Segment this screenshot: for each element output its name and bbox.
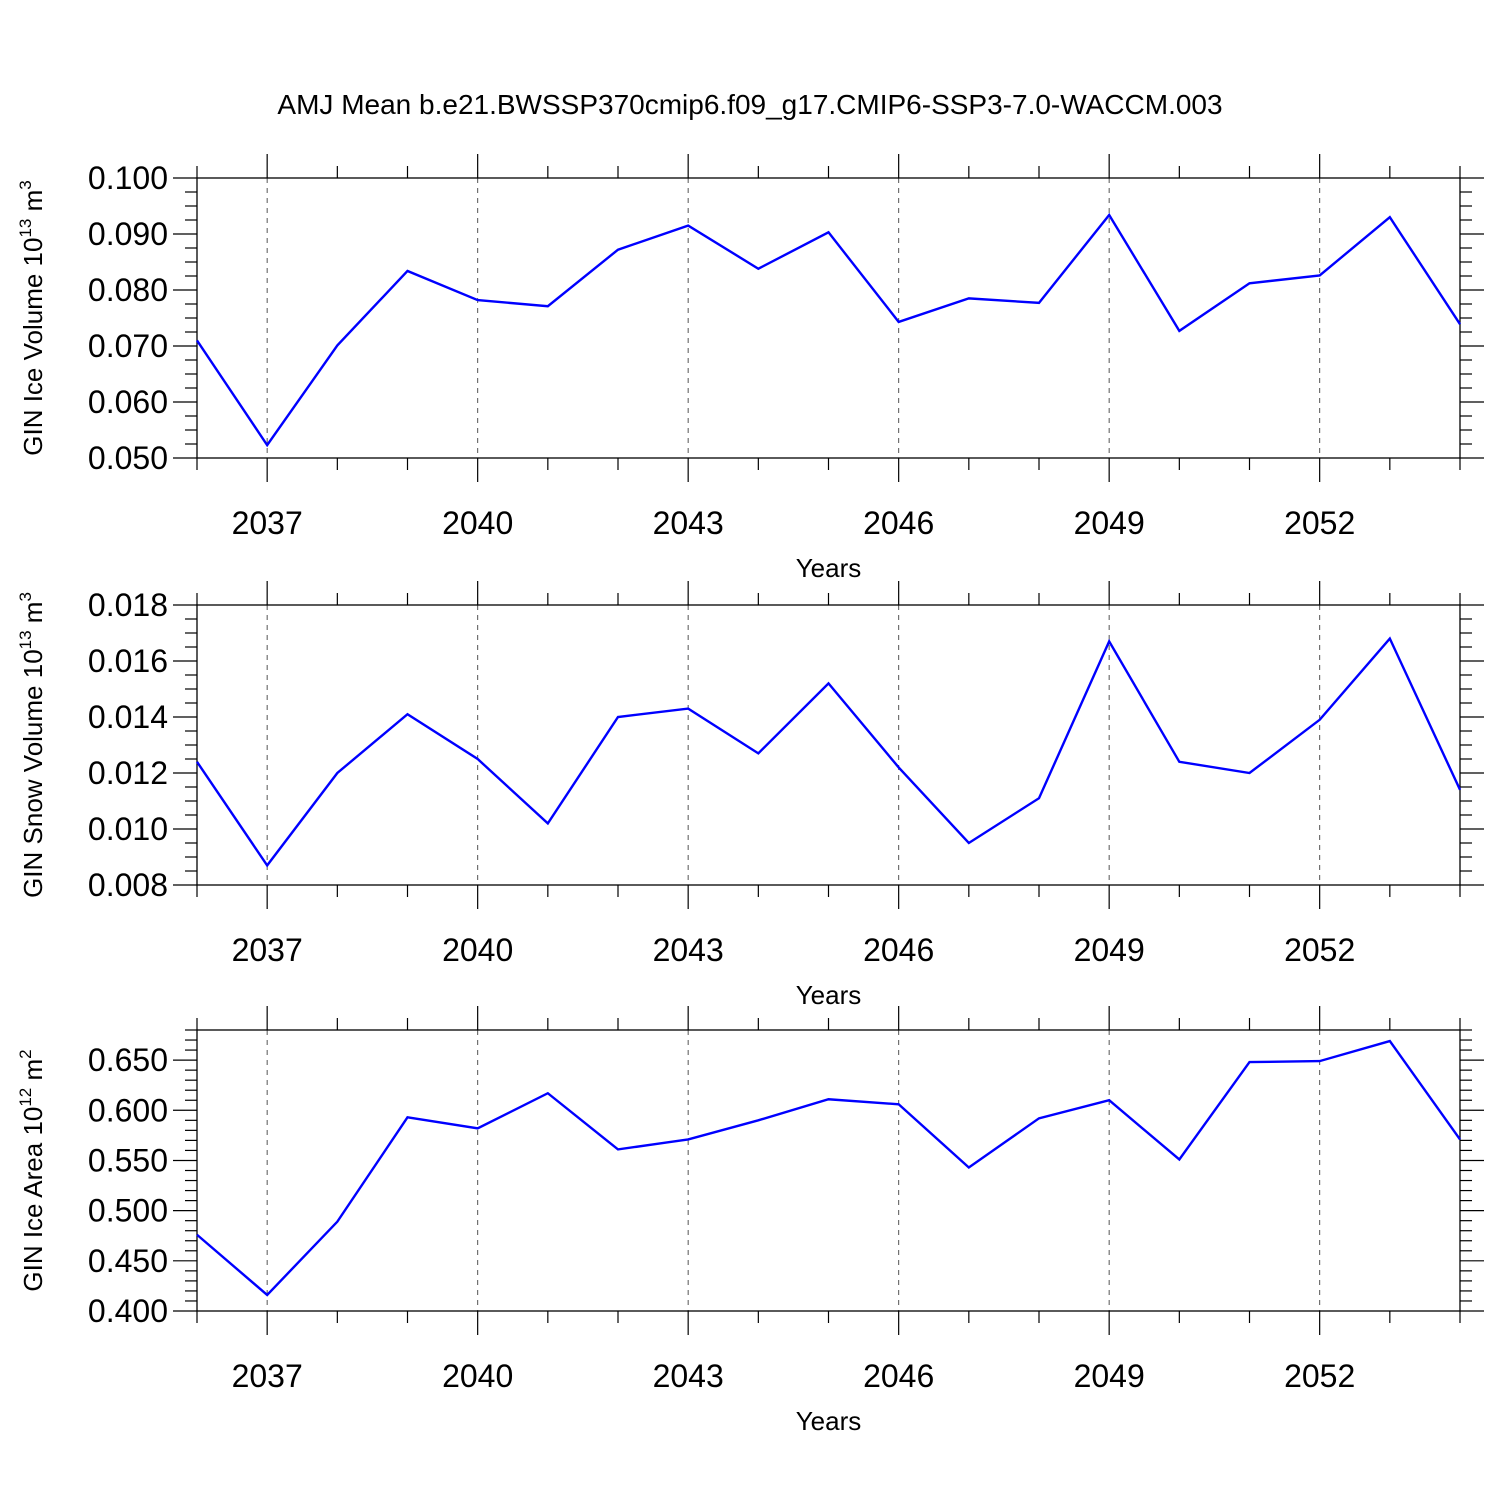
x-axis-label: Years [796,553,862,583]
series-line-1 [196,212,1462,448]
x-tick-label: 2040 [442,932,513,968]
y-axis-label-exponent: 12 [16,1088,35,1107]
y-tick-label: 0.018 [88,587,168,623]
x-tick-label: 2052 [1284,1358,1355,1394]
y-axis-label: GIN Ice Area 1012 m2 [16,1049,48,1291]
chart-panel-2: 0.008 0.010 0.012 0.014 0.016 0.018 2037 2040 20… [16,581,1484,1010]
y-tick-label: 0.100 [88,160,168,196]
x-tick-label: 2037 [232,1358,303,1394]
y-axis-label-text: m [18,190,48,219]
chart-title: AMJ Mean b.e21.BWSSP370cmip6.f09_g17.CMI… [277,89,1222,120]
y-axis-label: GIN Ice Volume 1013 m3 [16,180,48,456]
x-axis-label: Years [796,980,862,1010]
x-tick-label: 2043 [653,1358,724,1394]
x-axis-label: Years [796,1406,862,1436]
y-axis-label-text: m [18,1059,48,1088]
y-tick-label: 0.008 [88,867,168,903]
y-tick-label: 0.650 [88,1042,168,1078]
x-tick-label: 2043 [653,932,724,968]
y-tick-label: 0.080 [88,272,168,308]
x-tick-label: 2043 [653,505,724,541]
y-tick-label: 0.090 [88,216,168,252]
x-tick-label: 2046 [863,1358,934,1394]
y-axis-label-exponent: 3 [16,180,35,189]
x-tick-label: 2046 [863,505,934,541]
x-tick-label: 2052 [1284,932,1355,968]
x-tick-label: 2040 [442,1358,513,1394]
y-tick-label: 0.400 [88,1293,168,1329]
x-tick-label: 2049 [1074,1358,1145,1394]
x-tick-label: 2040 [442,505,513,541]
y-tick-label: 0.012 [88,755,168,791]
y-axis-label-text: GIN Ice Area 10 [18,1107,48,1292]
y-tick-label: 0.060 [88,384,168,420]
y-tick-label: 0.500 [88,1193,168,1229]
x-tick-label: 2049 [1074,932,1145,968]
plot-frame [196,1029,1461,1312]
y-tick-label: 0.600 [88,1092,168,1128]
y-tick-label: 0.016 [88,643,168,679]
y-axis-label-text: m [18,602,48,631]
y-tick-label: 0.550 [88,1142,168,1178]
y-tick-label: 0.010 [88,811,168,847]
y-axis-label-exponent: 13 [16,630,35,649]
y-axis-label-text: GIN Ice Volume 10 [18,238,48,456]
x-tick-label: 2037 [232,932,303,968]
y-axis-label-exponent: 13 [16,219,35,238]
plot-frame [196,177,1461,459]
y-axis-label-exponent: 2 [16,1049,35,1058]
y-tick-label: 0.014 [88,699,168,735]
y-tick-label: 0.070 [88,328,168,364]
x-tick-label: 2046 [863,932,934,968]
y-axis-label-text: GIN Snow Volume 10 [18,649,48,898]
chart-panel-3: 0.400 0.450 0.500 0.550 0.600 0.650 2037 2040 20… [16,1006,1484,1436]
y-axis-label-exponent: 3 [16,592,35,601]
y-tick-label: 0.050 [88,440,168,476]
plot-frame [196,604,1461,886]
y-axis-label: GIN Snow Volume 1013 m3 [16,592,48,898]
x-tick-label: 2037 [232,505,303,541]
y-tick-label: 0.450 [88,1243,168,1279]
chart-panel-1: 0.050 0.060 0.070 0.080 0.090 0.100 2037 2040 20… [16,154,1484,583]
series-line-1 [196,636,1462,868]
series-line-1 [196,1039,1461,1297]
x-tick-label: 2052 [1284,505,1355,541]
x-tick-label: 2049 [1074,505,1145,541]
